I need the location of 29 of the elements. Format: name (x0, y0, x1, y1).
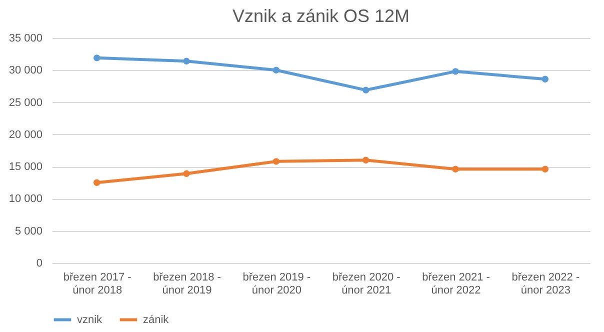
x-tick-label: březen 2017 - únor 2018 (63, 272, 132, 296)
y-tick-label: 35 000 (8, 32, 42, 44)
point (452, 68, 459, 75)
point (183, 170, 190, 177)
point (542, 166, 549, 172)
x-tick-label: březen 2018 - únor 2019 (153, 272, 222, 296)
y-tick-label: 15 000 (8, 161, 42, 174)
point (93, 54, 100, 62)
legend-label: zánik (143, 314, 170, 326)
y-tick-label: 20 000 (8, 128, 42, 141)
x-tick-label: březen 2022 - únor 2023 (512, 272, 580, 296)
y-tick-label: 25 000 (8, 96, 42, 109)
point (542, 76, 549, 82)
y-tick-label: 10 000 (8, 193, 42, 206)
chart-title: Vznik a zánik OS 12M (232, 6, 410, 26)
y-tick-label: 5 000 (14, 225, 42, 238)
x-tick-label: březen 2019 - únor 2020 (242, 272, 311, 296)
point (183, 58, 190, 64)
point (452, 166, 459, 172)
x-tick-label: březen 2020 - únor 2021 (332, 272, 401, 296)
point (362, 156, 370, 164)
point (362, 86, 370, 94)
point (272, 66, 280, 74)
x-tick-label: březen 2021 - únor 2022 (422, 272, 490, 296)
point (272, 158, 280, 165)
point (93, 179, 100, 186)
y-tick-label: 0 (36, 258, 42, 270)
legend-label: vznik (77, 314, 103, 326)
y-tick-label: 30 000 (8, 64, 42, 77)
